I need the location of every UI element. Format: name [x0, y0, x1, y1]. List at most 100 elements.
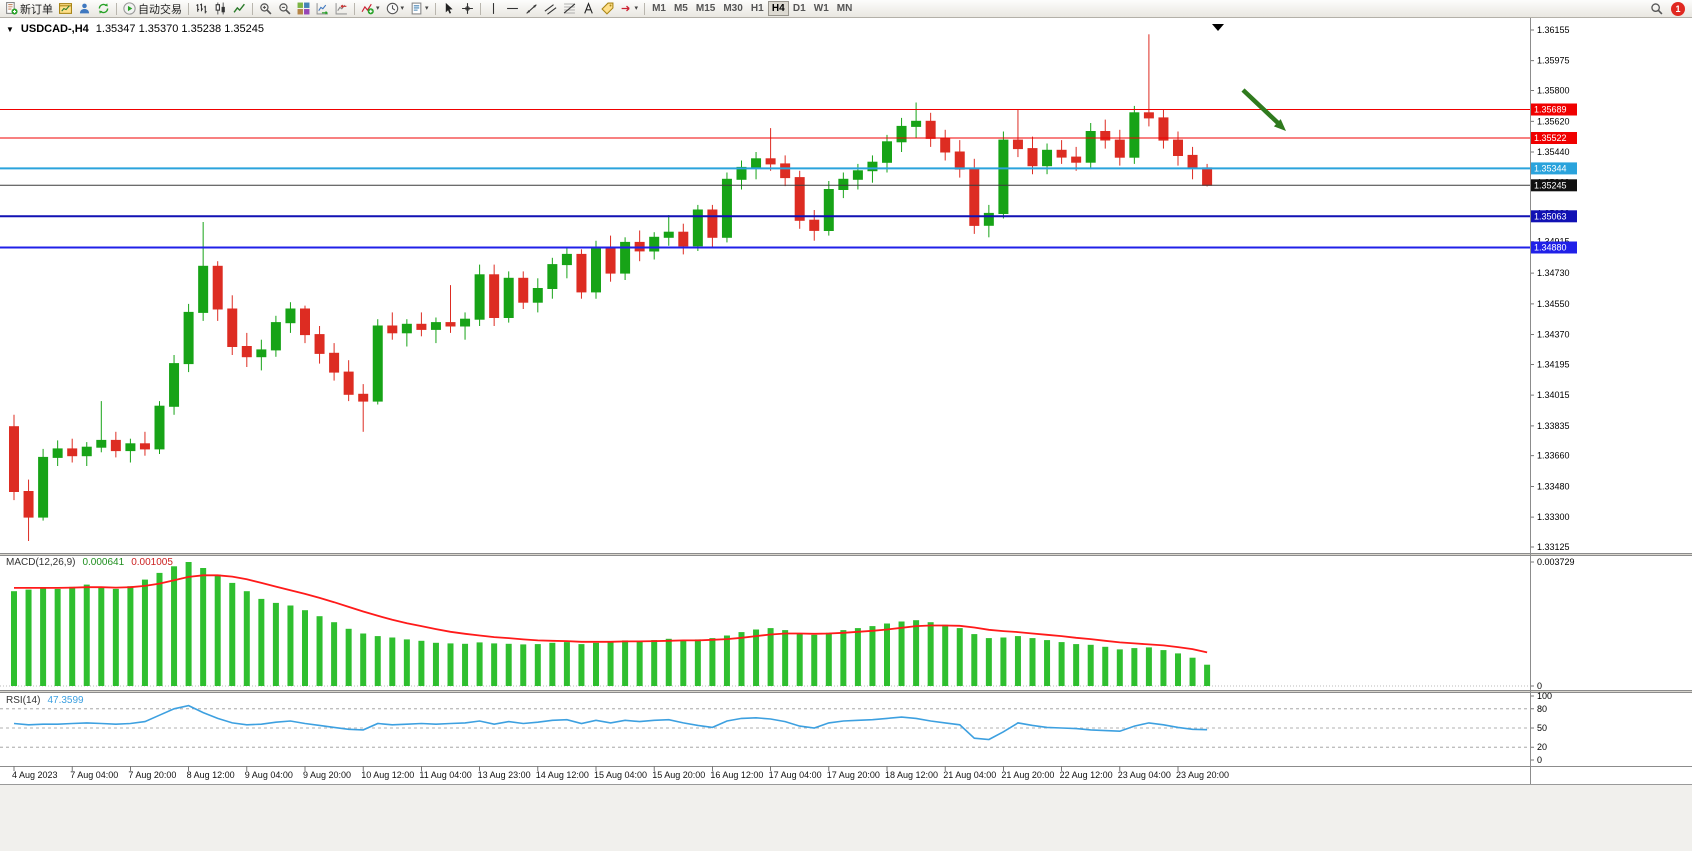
tile-windows-button[interactable] — [294, 1, 313, 17]
candle — [867, 161, 878, 172]
candle — [1202, 167, 1213, 186]
candle — [751, 158, 762, 168]
rsi-plot-area[interactable] — [0, 693, 1530, 766]
label-tool-button[interactable] — [598, 1, 617, 17]
templates-button[interactable]: ▾ — [407, 1, 432, 17]
toolbar-separator — [479, 2, 481, 15]
timeframe-h4-button[interactable]: H4 — [767, 1, 789, 16]
trendline-icon — [525, 4, 537, 14]
dropdown-caret-icon: ▾ — [400, 4, 405, 12]
timeframe-m5-button[interactable]: M5 — [670, 1, 692, 16]
price-tick-label: 1.34195 — [1537, 359, 1570, 369]
zoom-in-button[interactable] — [256, 1, 275, 17]
timeframe-m15-button[interactable]: M15 — [692, 1, 719, 16]
candle — [925, 120, 936, 139]
candle — [183, 311, 194, 365]
candle — [489, 274, 500, 318]
indicators-button[interactable]: ▾ — [358, 1, 383, 17]
fibonacci-tool-button[interactable] — [560, 1, 579, 17]
horizontal-line-tool-button[interactable] — [503, 1, 522, 17]
panel-splitter[interactable] — [0, 553, 1692, 556]
toolbar-right-cluster: 1 — [1647, 1, 1690, 17]
zoom-out-icon — [279, 3, 291, 15]
candle — [954, 151, 965, 170]
price-tick-label: 1.33480 — [1537, 481, 1570, 491]
zoom-in-icon — [260, 3, 272, 15]
chart-shift-button[interactable] — [332, 1, 351, 17]
trend-arrow-annotation[interactable] — [1241, 88, 1286, 131]
timeframe-h1-button[interactable]: H1 — [747, 1, 768, 16]
macd-name: MACD(12,26,9) — [6, 557, 76, 568]
timeframe-mn-button[interactable]: MN — [833, 1, 857, 16]
fibonacci-icon — [563, 3, 575, 14]
chart-shift-icon — [335, 3, 347, 15]
zoom-out-button[interactable] — [275, 1, 294, 17]
candle — [139, 443, 150, 450]
candle — [692, 209, 703, 247]
ohlc-bars-icon — [196, 3, 207, 14]
price-tick-label: 1.33835 — [1537, 421, 1570, 431]
periods-button[interactable]: ▾ — [383, 1, 408, 17]
macd-plot-area[interactable] — [0, 556, 1530, 690]
text-tool-button[interactable] — [579, 1, 598, 17]
main-chart-plot-area[interactable] — [0, 18, 1530, 553]
channel-tool-button[interactable] — [541, 1, 560, 17]
candle — [896, 125, 907, 143]
macd-signal-value: 0.001005 — [131, 557, 173, 568]
time-tick-label: 9 Aug 04:00 — [245, 770, 293, 780]
chart-title: ▼ USDCAD-,H4 1.35347 1.35370 1.35238 1.3… — [6, 23, 264, 35]
auto-trading-button[interactable]: 自动交易 — [120, 1, 185, 17]
candle — [1085, 131, 1096, 163]
candle — [1071, 156, 1082, 163]
candle — [52, 448, 63, 458]
tile-windows-icon — [297, 2, 310, 15]
price-badge — [1531, 103, 1577, 116]
refresh-icon — [98, 3, 109, 14]
notification-badge[interactable]: 1 — [1671, 1, 1685, 16]
trendline-tool-button[interactable] — [522, 1, 541, 17]
arrows-tool-button[interactable]: ▾ — [617, 1, 642, 17]
time-tick-label: 9 Aug 20:00 — [303, 770, 351, 780]
search-button[interactable] — [1647, 1, 1666, 17]
candle — [765, 158, 776, 165]
refresh-button[interactable] — [94, 1, 113, 17]
candle — [110, 439, 121, 452]
rsi-line — [13, 704, 1208, 741]
timeframe-m30-button[interactable]: M30 — [719, 1, 746, 16]
candle — [169, 363, 180, 407]
scroll-to-end-marker[interactable] — [1212, 24, 1224, 31]
cursor-tool-button[interactable] — [439, 1, 458, 17]
candle — [838, 178, 849, 191]
play-icon — [123, 2, 136, 15]
timeframe-w1-button[interactable]: W1 — [810, 1, 833, 16]
new-chart-button[interactable] — [56, 1, 75, 17]
candle — [1158, 117, 1169, 141]
price-badges: 1.35689 1.35522 1.35344 1.35245 1.35063 1.348… — [1531, 103, 1577, 254]
vertical-line-tool-button[interactable] — [484, 1, 503, 17]
bottom-empty-strip — [0, 784, 1692, 851]
svg-text:0: 0 — [1537, 755, 1542, 765]
candle — [809, 219, 820, 231]
timeframe-d1-button[interactable]: D1 — [789, 1, 810, 16]
timeframe-m1-button[interactable]: M1 — [648, 1, 670, 16]
line-chart-mode-button[interactable] — [230, 1, 249, 17]
crosshair-tool-button[interactable] — [458, 1, 477, 17]
auto-scroll-button[interactable] — [313, 1, 332, 17]
new-order-button[interactable]: 新订单 — [2, 1, 56, 17]
time-axis[interactable]: 4 Aug 2023 7 Aug 04:00 7 Aug 20:00 8 Aug 12… — [12, 766, 1229, 781]
candle — [154, 405, 165, 450]
price-badge-label: 1.35522 — [1534, 133, 1567, 143]
toolbar-separator — [252, 2, 253, 15]
market-watch-button[interactable] — [75, 1, 94, 17]
one-click-trading-toggle-icon[interactable]: ▼ — [6, 24, 14, 34]
price-tick-label: 1.34370 — [1537, 330, 1570, 340]
bar-chart-mode-button[interactable] — [192, 1, 211, 17]
panel-splitter[interactable] — [0, 690, 1692, 693]
candlestick-mode-button[interactable] — [211, 1, 230, 17]
horizontal-levels — [0, 109, 1530, 249]
price-badge-label: 1.35245 — [1534, 181, 1567, 191]
dropdown-caret-icon: ▾ — [425, 4, 429, 12]
candle — [81, 446, 92, 457]
price-axis-area[interactable] — [1530, 18, 1692, 784]
